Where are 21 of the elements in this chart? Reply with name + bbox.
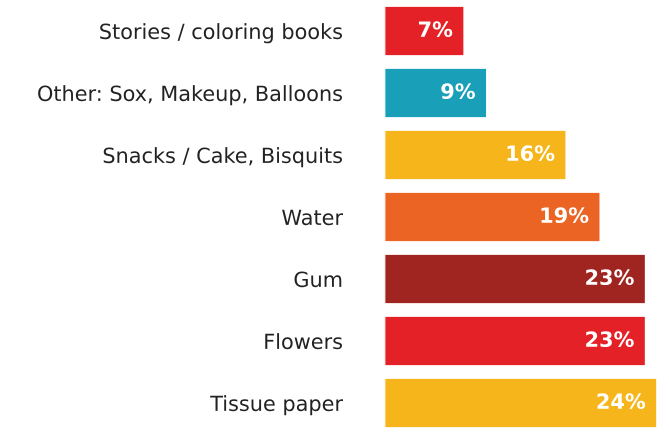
- bar: [384, 316, 646, 366]
- data-label: 19%: [542, 207, 588, 224]
- data-label: 23%: [586, 331, 634, 348]
- bar: [384, 378, 658, 428]
- data-label: 23%: [586, 269, 634, 286]
- y-tick-label: Gum: [294, 271, 342, 288]
- bar: [384, 192, 601, 242]
- y-tick-label: Snacks / Cake, Bisquits: [104, 147, 342, 168]
- bar: [384, 254, 646, 304]
- bar: [384, 130, 567, 180]
- bar: [384, 6, 465, 56]
- y-tick-label: Other: Sox, Makeup, Balloons: [38, 85, 342, 106]
- y-tick-label: Flowers: [265, 333, 342, 350]
- data-label: 9%: [441, 83, 475, 100]
- y-tick-label: Water: [282, 210, 344, 226]
- y-tick-label: Stories / coloring books: [100, 23, 342, 44]
- bar: [384, 68, 488, 118]
- data-label: 16%: [508, 145, 554, 162]
- data-label: 24%: [598, 393, 646, 410]
- data-label: 7%: [418, 21, 452, 38]
- y-tick-label: Tissue paper: [210, 395, 344, 416]
